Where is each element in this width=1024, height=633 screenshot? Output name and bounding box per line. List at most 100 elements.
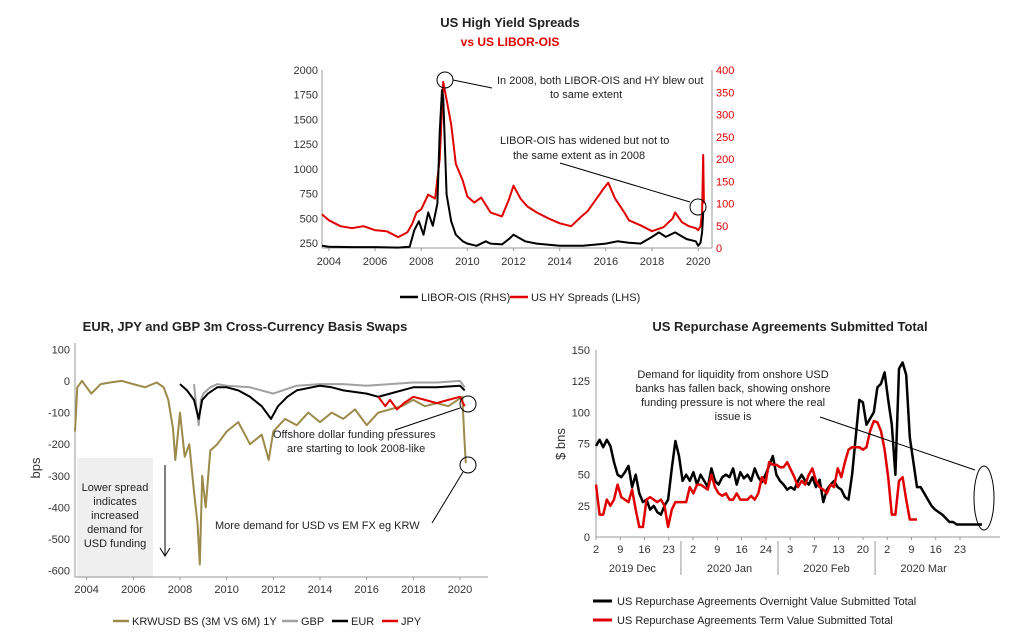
chart2-legend-eur: EUR <box>351 616 374 628</box>
chart2-y-tick: 0 <box>64 376 70 388</box>
chart2-x-tick: 2004 <box>74 584 98 596</box>
chart1-axes: 250 500 750 1000 1250 1500 1750 2000 0 50 100 150 20… <box>294 65 735 268</box>
repo-chart: US Repurchase Agreements Submitted Total… <box>553 319 1000 627</box>
chart1-x-tick: 2004 <box>317 256 341 268</box>
chart1-right-tick: 200 <box>716 154 734 166</box>
chart3-annotation: Demand for liquidity from onshore USD ba… <box>635 369 830 423</box>
chart1-circle-2008 <box>436 71 454 89</box>
chart2-legend-krw: KRWUSD BS (3M VS 6M) 1Y <box>132 616 277 628</box>
chart1-leader-2020 <box>559 162 691 203</box>
chart1-right-tick: 150 <box>716 176 734 188</box>
chart1-x-tick: 2020 <box>686 256 710 268</box>
chart1-right-tick: 50 <box>716 221 728 233</box>
chart2-series-jpy <box>377 395 466 411</box>
chart1-x-tick: 2012 <box>501 256 525 268</box>
chart1-right-tick: 350 <box>716 87 734 99</box>
chart3-x-tick: 2 <box>690 544 696 556</box>
chart2-box-line1: Lower spread <box>82 482 149 494</box>
chart1-annotation-2020-line1: LIBOR-OIS has widened but not to <box>500 135 669 147</box>
chart1-left-tick: 1750 <box>294 90 318 102</box>
chart1-annotation-2008-line2: to same extent <box>550 89 622 101</box>
chart1-right-tick: 100 <box>716 199 734 211</box>
chart2-x-tick: 2008 <box>168 584 192 596</box>
chart3-x-tick: 7 <box>811 544 817 556</box>
chart2-legend-jpy: JPY <box>401 616 422 628</box>
chart1-legend-libor: LIBOR-OIS (RHS) <box>421 292 510 304</box>
basis-swaps-chart: EUR, JPY and GBP 3m Cross-Currency Basis… <box>28 319 488 628</box>
chart3-x-tick: 20 <box>857 544 869 556</box>
chart2-series-gbp <box>193 379 466 427</box>
chart2-y-tick: -200 <box>48 439 70 451</box>
chart3-x-tick: 2 <box>884 544 890 556</box>
chart1-x-tick: 2014 <box>547 256 571 268</box>
chart3-y-tick: 75 <box>578 439 590 451</box>
chart1-right-tick: 400 <box>716 65 734 77</box>
chart3-annotation-line4: issue is <box>715 411 752 423</box>
chart1-left-tick: 1250 <box>294 139 318 151</box>
chart1-x-tick: 2016 <box>594 256 618 268</box>
chart1-legend: LIBOR-OIS (RHS) US HY Spreads (LHS) <box>400 292 640 304</box>
chart1-x-tick: 2010 <box>455 256 479 268</box>
chart2-x-tick: 2010 <box>214 584 238 596</box>
chart3-x-tick: 9 <box>617 544 623 556</box>
chart3-ylabel: $ bns <box>553 428 568 460</box>
chart3-x-tick: 23 <box>663 544 675 556</box>
chart3-legend-overnight: US Repurchase Agreements Overnight Value… <box>617 596 916 608</box>
chart2-annotation-krw: More demand for USD vs EM FX eg KRW <box>215 520 420 532</box>
chart2-annotation-offshore-line1: Offshore dollar funding pressures <box>273 429 436 441</box>
chart2-x-tick: 2006 <box>121 584 145 596</box>
chart3-x-tick: 13 <box>833 544 845 556</box>
chart1-series-libor <box>321 89 705 249</box>
chart1-left-tick: 250 <box>300 238 318 250</box>
chart1-series-hy <box>321 80 705 239</box>
chart2-series <box>74 379 467 566</box>
chart1-annotation-2020-line2: the same extent as in 2008 <box>513 150 645 162</box>
chart1-right-tick: 250 <box>716 132 734 144</box>
chart2-y-tick: -300 <box>48 471 70 483</box>
chart2-box-text: Lower spread indicates increased demand … <box>82 482 149 550</box>
chart3-axes: 0 25 50 75 100 125 150 2 9 16 23 2 9 16 24 3 7 13 20 2 9 16 23… <box>572 345 1000 575</box>
chart3-title: US Repurchase Agreements Submitted Total <box>652 319 927 334</box>
chart3-x-tick: 2 <box>593 544 599 556</box>
chart2-arrow-head <box>159 547 171 557</box>
chart1-left-tick: 500 <box>300 213 318 225</box>
chart3-x-tick: 24 <box>760 544 772 556</box>
chart3-x-tick: 3 <box>787 544 793 556</box>
chart2-box-line3: increased <box>91 510 139 522</box>
chart3-y-tick: 125 <box>572 376 590 388</box>
chart1-x-tick: 2006 <box>363 256 387 268</box>
chart3-legend-term: US Repurchase Agreements Term Value Subm… <box>617 615 893 627</box>
chart1-x-tick: 2018 <box>640 256 664 268</box>
chart2-leader-top <box>394 407 461 431</box>
chart3-month-label: 2019 Dec <box>609 563 657 575</box>
chart1-circle-2020 <box>689 198 707 216</box>
chart3-month-label: 2020 Feb <box>803 563 849 575</box>
chart3-month-label: 2020 Jan <box>707 563 752 575</box>
chart3-x-tick: 23 <box>954 544 966 556</box>
chart3-month-label: 2020 Mar <box>900 563 947 575</box>
chart2-ylabel: bps <box>28 457 43 478</box>
chart2-x-tick: 2020 <box>448 584 472 596</box>
chart1-leader-2008 <box>452 79 493 89</box>
chart3-leader <box>819 416 976 471</box>
chart1-title: US High Yield Spreads <box>440 15 579 30</box>
chart2-x-tick: 2014 <box>308 584 332 596</box>
chart3-y-tick: 50 <box>578 470 590 482</box>
chart1-annotation-2008-line1: In 2008, both LIBOR-OIS and HY blew out <box>497 75 703 87</box>
chart1-left-tick: 750 <box>300 189 318 201</box>
chart1-legend-hy: US HY Spreads (LHS) <box>531 292 640 304</box>
chart2-y-tick: 100 <box>52 344 70 356</box>
chart3-y-tick: 100 <box>572 407 590 419</box>
chart3-annotation-line1: Demand for liquidity from onshore USD <box>637 369 828 381</box>
chart2-series-eur <box>179 383 466 420</box>
chart2-y-tick: -100 <box>48 408 70 420</box>
chart2-box-line2: indicates <box>93 496 137 508</box>
chart2-x-tick: 2012 <box>261 584 285 596</box>
chart3-series-term <box>594 419 917 529</box>
chart2-box-line4: demand for <box>87 524 143 536</box>
chart3-series-overnight <box>594 361 982 526</box>
chart3-legend: US Repurchase Agreements Overnight Value… <box>593 596 916 627</box>
chart1-right-tick: 300 <box>716 110 734 122</box>
chart1-subtitle: vs US LIBOR-OIS <box>461 35 560 49</box>
chart3-y-tick: 150 <box>572 345 590 357</box>
